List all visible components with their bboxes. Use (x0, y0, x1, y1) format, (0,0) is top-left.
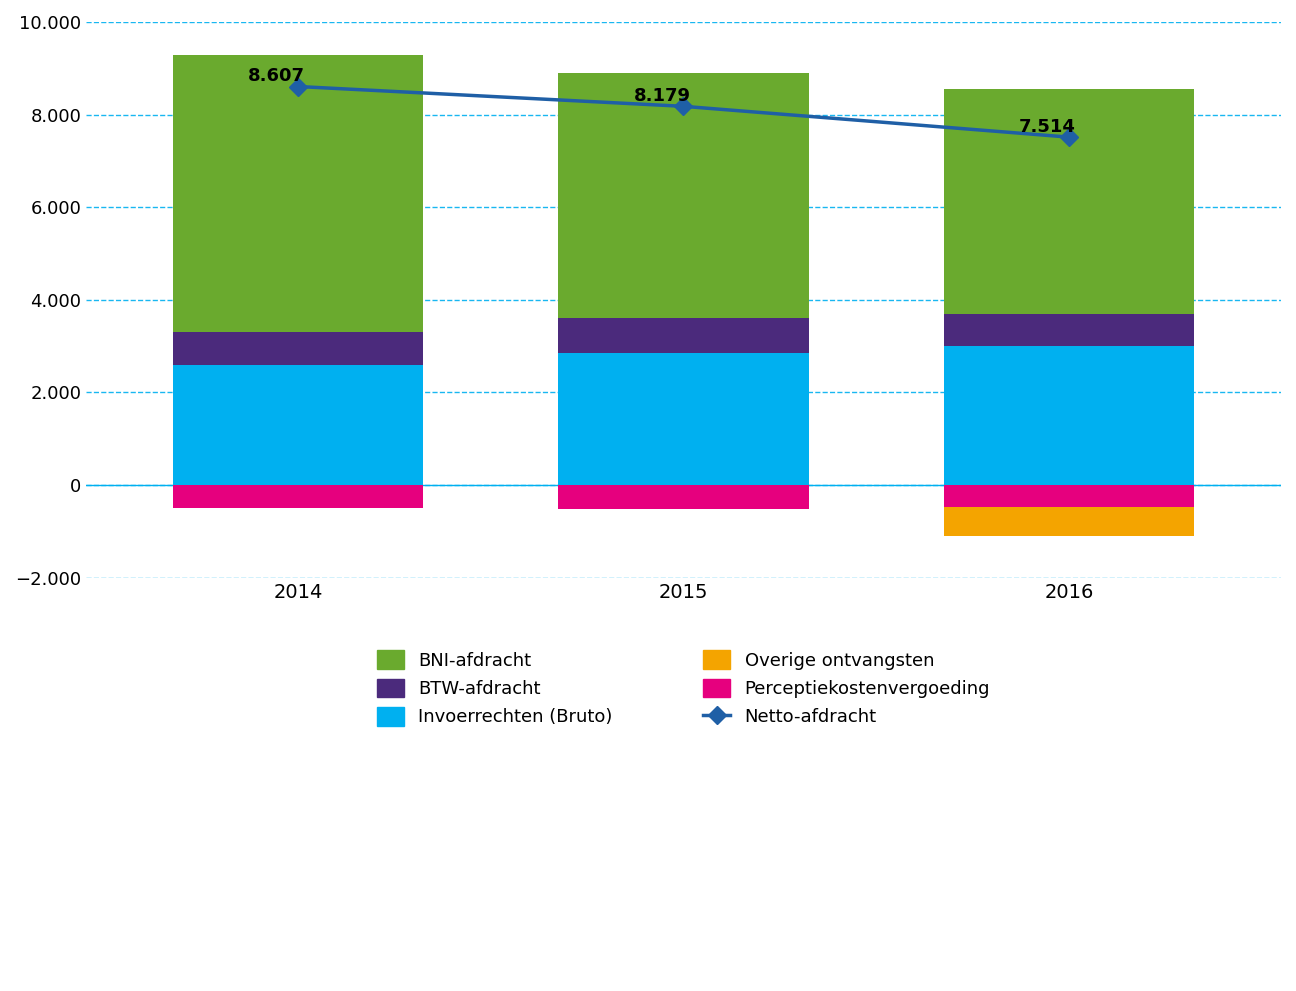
Bar (943, 314, 1195, 346)
Bar (172, 486, 424, 508)
Legend: BNI-afdracht, BTW-afdracht, Invoerrechten (Bruto), Overige ontvangsten, Percepti: BNI-afdracht, BTW-afdracht, Invoerrechte… (368, 641, 999, 735)
Bar (943, 486, 1195, 507)
Bar (559, 486, 809, 509)
Bar (172, 55, 424, 332)
Bar (943, 89, 1195, 314)
Bar (559, 73, 809, 318)
Bar (559, 353, 809, 486)
Bar (943, 507, 1195, 536)
Text: 8.607: 8.607 (248, 67, 305, 85)
Bar (943, 346, 1195, 486)
Bar (172, 332, 424, 365)
Text: 7.514: 7.514 (1019, 118, 1076, 136)
Bar (172, 365, 424, 486)
Text: 8.179: 8.179 (634, 87, 691, 105)
Bar (559, 318, 809, 353)
